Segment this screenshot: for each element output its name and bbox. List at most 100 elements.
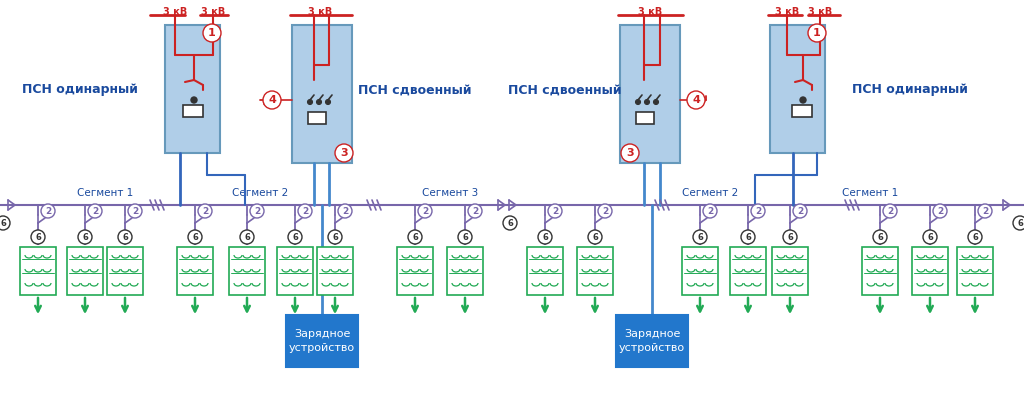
- Circle shape: [741, 230, 755, 244]
- Text: 2: 2: [472, 206, 478, 216]
- Circle shape: [408, 230, 422, 244]
- Bar: [577, 247, 613, 295]
- Text: 6: 6: [542, 233, 548, 241]
- Text: 3 кВ: 3 кВ: [163, 7, 187, 17]
- Text: 6: 6: [412, 233, 418, 241]
- Circle shape: [203, 24, 221, 42]
- Circle shape: [468, 204, 482, 218]
- Text: 6: 6: [745, 233, 751, 241]
- Text: 2: 2: [202, 206, 208, 216]
- Circle shape: [316, 100, 322, 104]
- Bar: [292, 25, 352, 163]
- Circle shape: [298, 204, 312, 218]
- Text: 6: 6: [292, 233, 298, 241]
- Text: 6: 6: [1017, 218, 1023, 227]
- Circle shape: [31, 230, 45, 244]
- Text: Сегмент 3: Сегмент 3: [422, 188, 478, 198]
- Circle shape: [598, 204, 612, 218]
- Bar: [165, 25, 220, 153]
- Bar: [447, 247, 483, 295]
- Circle shape: [800, 97, 806, 103]
- Text: 6: 6: [193, 233, 198, 241]
- Text: 6: 6: [332, 233, 338, 241]
- Text: 1: 1: [813, 28, 821, 38]
- Circle shape: [78, 230, 92, 244]
- Text: 6: 6: [787, 233, 793, 241]
- Circle shape: [240, 230, 254, 244]
- Text: 2: 2: [254, 206, 260, 216]
- Text: 6: 6: [244, 233, 250, 241]
- Bar: [682, 247, 718, 295]
- Circle shape: [588, 230, 602, 244]
- Circle shape: [933, 204, 947, 218]
- Text: Сегмент 2: Сегмент 2: [231, 188, 288, 198]
- Circle shape: [118, 230, 132, 244]
- Circle shape: [783, 230, 797, 244]
- Circle shape: [307, 100, 312, 104]
- Bar: [397, 247, 433, 295]
- Bar: [957, 247, 993, 295]
- Text: Сегмент 1: Сегмент 1: [842, 188, 898, 198]
- Circle shape: [978, 204, 992, 218]
- Text: 2: 2: [302, 206, 308, 216]
- Text: 6: 6: [592, 233, 598, 241]
- Circle shape: [191, 97, 197, 103]
- Bar: [616, 315, 688, 367]
- Text: ПСН сдвоенный: ПСН сдвоенный: [508, 83, 622, 96]
- Bar: [229, 247, 265, 295]
- Text: 6: 6: [507, 218, 513, 227]
- Text: ПСН сдвоенный: ПСН сдвоенный: [358, 83, 472, 96]
- Text: 3: 3: [627, 148, 634, 158]
- Circle shape: [41, 204, 55, 218]
- Text: 2: 2: [755, 206, 761, 216]
- Text: 2: 2: [552, 206, 558, 216]
- Text: 2: 2: [707, 206, 713, 216]
- Text: ПСН одинарный: ПСН одинарный: [852, 83, 968, 96]
- Text: 2: 2: [797, 206, 803, 216]
- Text: 4: 4: [692, 95, 700, 105]
- Text: 2: 2: [982, 206, 988, 216]
- Bar: [308, 112, 326, 124]
- Circle shape: [288, 230, 302, 244]
- Bar: [770, 25, 825, 153]
- Text: 2: 2: [132, 206, 138, 216]
- Bar: [862, 247, 898, 295]
- Text: 2: 2: [342, 206, 348, 216]
- Circle shape: [263, 91, 281, 109]
- Circle shape: [644, 100, 649, 104]
- Text: 6: 6: [927, 233, 933, 241]
- Text: Зарядное
устройство: Зарядное устройство: [618, 330, 685, 353]
- Circle shape: [418, 204, 432, 218]
- Circle shape: [621, 144, 639, 162]
- Text: 6: 6: [0, 218, 6, 227]
- Text: 6: 6: [35, 233, 41, 241]
- Circle shape: [88, 204, 102, 218]
- Text: Сегмент 1: Сегмент 1: [77, 188, 133, 198]
- Circle shape: [968, 230, 982, 244]
- Bar: [317, 247, 353, 295]
- Text: ПСН одинарный: ПСН одинарный: [23, 83, 138, 96]
- Bar: [183, 105, 203, 117]
- Circle shape: [548, 204, 562, 218]
- Circle shape: [636, 100, 640, 104]
- Text: 4: 4: [268, 95, 275, 105]
- Circle shape: [326, 100, 331, 104]
- Bar: [286, 315, 358, 367]
- Bar: [620, 25, 680, 163]
- Text: 3 кВ: 3 кВ: [201, 7, 225, 17]
- Circle shape: [808, 24, 826, 42]
- Circle shape: [687, 91, 705, 109]
- Text: 2: 2: [937, 206, 943, 216]
- Text: 2: 2: [92, 206, 98, 216]
- Circle shape: [0, 216, 10, 230]
- Circle shape: [873, 230, 887, 244]
- Bar: [527, 247, 563, 295]
- Text: 1: 1: [208, 28, 216, 38]
- Circle shape: [1013, 216, 1024, 230]
- Text: Зарядное
устройство: Зарядное устройство: [289, 330, 355, 353]
- Circle shape: [693, 230, 707, 244]
- Bar: [792, 105, 812, 117]
- Circle shape: [503, 216, 517, 230]
- Bar: [772, 247, 808, 295]
- Bar: [67, 247, 103, 295]
